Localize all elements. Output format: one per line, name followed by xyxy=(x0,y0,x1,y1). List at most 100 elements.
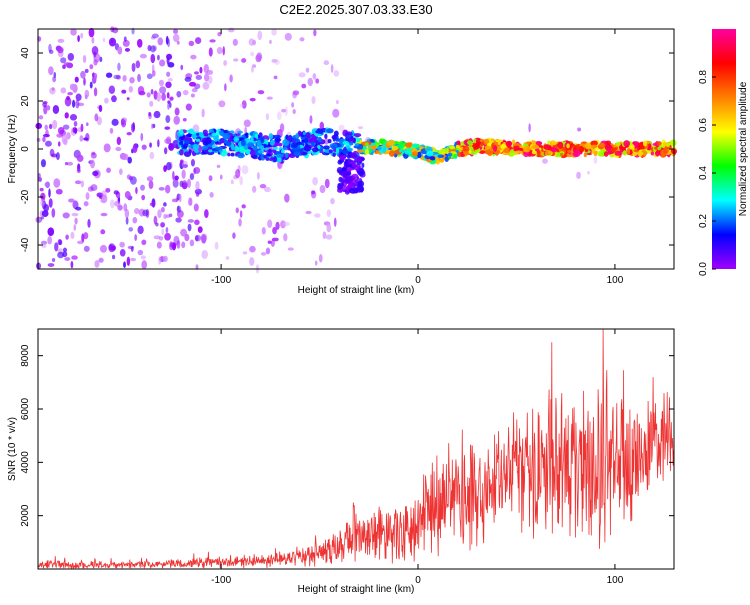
spectrogram-cell xyxy=(40,159,47,168)
spectrogram-cell xyxy=(313,29,317,37)
spectrogram-cell xyxy=(347,159,352,165)
spectrogram-cell xyxy=(322,231,327,240)
spectrogram-y-ticks: -40 -20 0 20 40 xyxy=(20,47,674,252)
spectrogram-cell xyxy=(267,148,273,153)
spectrogram-cell xyxy=(583,152,587,158)
spectrogram-cell xyxy=(167,78,173,82)
spectrogram-cell xyxy=(53,178,61,188)
spectrogram-cell xyxy=(38,115,44,120)
spectrogram-cell xyxy=(185,103,192,111)
spectrogram-cell xyxy=(36,137,41,142)
spectrogram-cell xyxy=(57,141,61,147)
spectrogram-cell xyxy=(87,218,91,228)
spectrogram-cell xyxy=(171,198,178,203)
spectrogram-cell xyxy=(275,221,280,230)
spectrogram-cell xyxy=(377,145,382,151)
spectrogram-cell xyxy=(267,240,272,244)
spectrogram-cell xyxy=(593,156,598,164)
spectrogram-cell xyxy=(132,217,138,224)
spectrogram-cell xyxy=(52,119,58,130)
spectrogram-cell xyxy=(551,140,557,146)
spectrogram-cell xyxy=(242,134,246,139)
spectrogram-cell xyxy=(404,148,411,155)
spectrogram-cell xyxy=(117,46,123,55)
spectrogram-cell xyxy=(230,143,235,151)
spectrogram-cell xyxy=(307,77,313,87)
spectrogram-cell xyxy=(197,226,203,234)
spectrogram-cell xyxy=(74,180,82,185)
spectrogram-cell xyxy=(535,141,543,146)
spectrogram-cell xyxy=(387,140,396,146)
spectrogram-cell xyxy=(263,186,271,193)
spectrogram-cell xyxy=(623,140,630,148)
spectrogram-cell xyxy=(311,147,319,153)
spectrogram-cell xyxy=(184,139,191,144)
spectrogram-cell xyxy=(356,157,362,163)
spectrogram-cell xyxy=(153,215,158,225)
spectrogram-cell xyxy=(357,185,365,193)
spectrogram-cell xyxy=(647,143,652,151)
spectrogram-cell xyxy=(186,144,192,148)
spectrogram-cell xyxy=(157,139,160,148)
spectrogram-cell xyxy=(79,135,84,142)
spectrogram-cell xyxy=(195,180,200,191)
spectrogram-cell xyxy=(101,190,107,199)
spectrogram-cell xyxy=(106,167,111,173)
spectrogram-cell xyxy=(316,128,324,134)
spectrogram-cell xyxy=(50,153,58,158)
spectrogram-cell xyxy=(531,150,537,155)
spectrogram-cell xyxy=(505,140,513,147)
spectrogram-cell xyxy=(283,233,288,242)
spectrogram-cell xyxy=(225,256,230,260)
spectrogram-cell xyxy=(202,81,210,90)
spectrogram-cell xyxy=(146,73,153,80)
spectrogram-cell xyxy=(156,241,162,249)
spectrogram-cell xyxy=(285,152,289,158)
spectrogram-cell xyxy=(67,92,74,96)
spectrogram-cell xyxy=(162,202,167,207)
spectrogram-cell xyxy=(105,72,113,78)
spectrogram-cell xyxy=(48,66,54,76)
spectrogram-cell xyxy=(128,227,134,232)
spectrogram-cell xyxy=(173,115,181,125)
spectrogram-cell xyxy=(169,241,177,249)
spectrogram-cell xyxy=(232,38,238,46)
spectrogram-cell xyxy=(663,146,669,154)
spectrogram-cell xyxy=(39,187,44,192)
spectrogram-cell xyxy=(81,233,85,243)
spectrogram-cell xyxy=(48,188,51,198)
spectrogram-cell xyxy=(256,171,260,180)
spectrogram-cell xyxy=(44,124,48,131)
spectrogram-cell xyxy=(281,108,287,113)
spectrogram-cell xyxy=(115,146,122,152)
spectrogram-cell xyxy=(75,93,82,101)
spectrogram-cell xyxy=(328,149,333,154)
spectrogram-cell xyxy=(255,54,262,63)
spectrogram-cell xyxy=(201,249,209,259)
spectrogram-cell xyxy=(327,138,332,144)
spectrogram-cell xyxy=(469,146,474,150)
spectrogram-cell xyxy=(165,35,169,45)
x-tick-label: -100 xyxy=(211,275,231,286)
spectrogram-cell xyxy=(350,182,357,187)
spectrogram-cell xyxy=(164,184,171,194)
spectrogram-cell xyxy=(150,53,156,64)
spectrogram-cell xyxy=(134,208,140,215)
spectrogram-cell xyxy=(140,255,146,260)
spectrogram-cell xyxy=(308,137,316,144)
spectrogram-cell xyxy=(167,102,170,110)
spectrogram-cell xyxy=(56,133,64,138)
spectrogram-cell xyxy=(180,228,188,237)
spectrogram-cell xyxy=(345,171,352,177)
spectrogram-cell xyxy=(269,139,275,146)
y-tick-label: 2000 xyxy=(20,504,31,527)
spectrogram-cell xyxy=(340,171,346,177)
spectrogram-cell xyxy=(261,227,266,235)
spectrogram-cell xyxy=(193,148,199,154)
spectrogram-cell xyxy=(103,143,111,153)
spectrogram-cell xyxy=(85,132,90,142)
spectrogram-cell xyxy=(176,40,180,45)
spectrogram-cell xyxy=(72,127,78,134)
spectrogram-cell xyxy=(273,75,278,80)
spectrogram-cell xyxy=(141,260,148,270)
